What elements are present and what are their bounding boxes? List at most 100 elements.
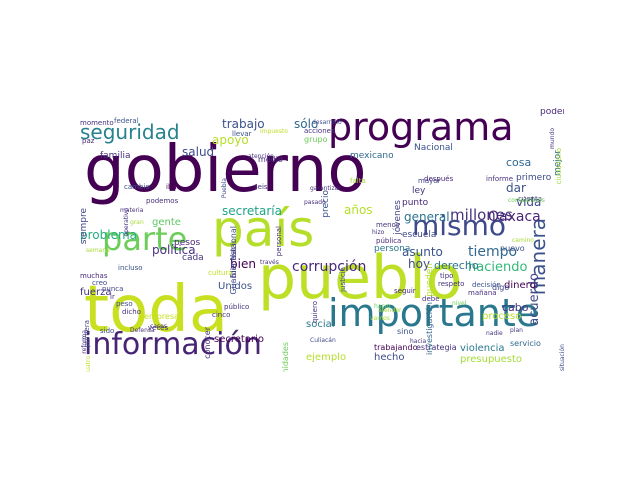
- word-27: hoy: [408, 257, 431, 271]
- word-108: mañana: [468, 289, 497, 297]
- word-110: personal: [275, 226, 283, 257]
- word-39: hecho: [374, 352, 405, 363]
- word-98: mayor: [418, 177, 441, 185]
- word-112: respeto: [438, 280, 465, 288]
- word-0: gobierno: [84, 133, 367, 207]
- word-140: vamos: [370, 315, 390, 322]
- word-107: decisión: [472, 281, 501, 289]
- word-130: situación: [559, 344, 564, 372]
- word-61: siempre: [80, 208, 89, 245]
- word-93: veces: [148, 324, 169, 332]
- word-24: asunto: [402, 245, 443, 259]
- word-119: nivel: [452, 300, 467, 307]
- word-133: atender: [378, 307, 402, 314]
- word-115: desarrollo: [312, 119, 342, 126]
- word-137: compañeros: [508, 197, 545, 204]
- word-18: sólo: [294, 117, 319, 131]
- word-38: violencia: [460, 343, 505, 354]
- word-126: gran: [130, 219, 144, 226]
- word-35: social: [306, 319, 335, 330]
- word-124: casos: [150, 323, 167, 330]
- word-134: plan: [510, 327, 523, 334]
- word-118: hizo: [372, 229, 385, 236]
- word-43: Unidos: [218, 281, 253, 292]
- word-60: familia: [100, 151, 131, 161]
- word-44: gente: [152, 217, 181, 228]
- word-13: tiempo: [468, 244, 518, 260]
- word-36: proceso: [482, 311, 522, 322]
- word-99: después: [424, 175, 454, 183]
- word-102: sino: [397, 327, 414, 336]
- word-116: pasado: [304, 199, 326, 206]
- word-41: secretario: [214, 334, 264, 345]
- word-89: ir: [110, 293, 115, 301]
- word-77: grupo: [304, 135, 328, 144]
- word-114: atención: [248, 153, 274, 160]
- word-66: Guardia Nacional: [229, 226, 238, 295]
- word-123: Defensa: [130, 327, 155, 334]
- word-46: cada: [182, 253, 204, 263]
- word-111: justicia: [339, 267, 347, 292]
- word-72: servicio: [510, 339, 541, 348]
- word-20: salud: [182, 145, 215, 159]
- word-83: podemos: [146, 197, 179, 205]
- word-78: llevar: [232, 130, 252, 138]
- word-19: apoyo: [212, 133, 249, 147]
- word-70: nuevo: [500, 244, 525, 253]
- word-101: falta: [350, 177, 366, 185]
- word-45: pesos: [174, 238, 201, 248]
- word-139: través: [260, 259, 279, 266]
- word-87: creo: [92, 279, 108, 287]
- word-62: conocer: [203, 327, 212, 359]
- word-92: sido: [100, 327, 115, 335]
- word-86: muchas: [80, 272, 108, 280]
- word-71: digo: [492, 283, 510, 292]
- word-79: paz: [82, 137, 95, 145]
- word-12: corrupción: [292, 259, 367, 275]
- word-120: nadie: [486, 330, 503, 337]
- word-6: información: [84, 327, 262, 362]
- word-33: cabo: [502, 301, 529, 314]
- word-32: cosa: [506, 156, 532, 169]
- word-69: investigación: [425, 302, 434, 356]
- word-53: jóvenes: [393, 200, 403, 235]
- word-136: mundo: [549, 128, 556, 149]
- word-8: mismo: [412, 209, 507, 242]
- word-cloud: gobierno pueblo toda país programa importante…: [80, 108, 564, 372]
- word-21: secretaría: [222, 204, 282, 218]
- word-15: haciendo: [468, 260, 528, 275]
- word-131: impuesto: [260, 128, 288, 135]
- word-138: operativo: [123, 208, 130, 237]
- word-85: cultura: [208, 269, 233, 277]
- word-34: dinero: [504, 280, 536, 291]
- word-84: incluso: [118, 264, 143, 272]
- word-14: Oaxaca: [488, 209, 541, 225]
- word-95: público: [224, 303, 250, 311]
- word-129: cuatro: [85, 356, 92, 372]
- word-48: persona: [374, 244, 411, 254]
- word-31: dar: [506, 181, 526, 195]
- word-125: materia: [120, 207, 144, 214]
- word-63: empresa: [144, 312, 179, 321]
- word-80: cambio: [124, 183, 150, 191]
- word-90: peso: [116, 300, 133, 308]
- word-76: acciones: [304, 127, 335, 135]
- word-22: años: [344, 203, 373, 217]
- word-73: ciudadano: [555, 148, 563, 185]
- word-29: bien: [230, 257, 256, 271]
- word-105: seguir: [394, 287, 416, 295]
- word-57: poder: [540, 108, 564, 117]
- word-49: punto: [402, 198, 429, 208]
- word-54: pueden: [425, 263, 435, 297]
- word-97: menos: [376, 221, 400, 229]
- word-74: momento: [80, 119, 114, 127]
- word-11: millones: [450, 206, 513, 224]
- word-132: garantizar: [310, 185, 341, 192]
- word-141: hacer: [374, 303, 391, 310]
- word-81: iba: [166, 183, 177, 191]
- word-3: país: [212, 200, 315, 258]
- word-100: informe: [486, 175, 514, 183]
- word-122: Culiacán: [310, 337, 336, 344]
- word-96: pública: [376, 237, 402, 245]
- word-4: programa: [328, 108, 514, 149]
